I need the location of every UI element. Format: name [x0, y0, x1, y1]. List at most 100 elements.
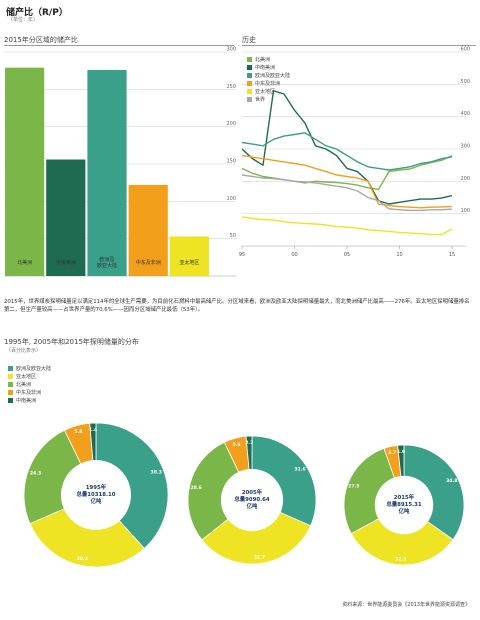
donut-slice	[23, 429, 82, 525]
legend-label: 欧洲及欧亚大陆	[255, 73, 291, 79]
series-line	[241, 132, 453, 171]
donut-slice	[201, 511, 312, 565]
series-line	[241, 174, 453, 212]
legend-swatch	[247, 57, 252, 62]
x-tick-label: 95	[239, 252, 245, 258]
bar	[5, 67, 45, 277]
x-tick-label: 中南美洲	[56, 259, 76, 266]
line-chart-legend: 北美洲 中南美洲 欧洲及欧亚大陆 中东及非洲 亚太地区 世界	[247, 56, 290, 104]
slice-label: 28.6	[190, 485, 201, 491]
donut-slice	[95, 422, 169, 549]
donut-slice	[397, 444, 405, 477]
legend-swatch	[247, 73, 252, 78]
slice-label: 31.6	[294, 466, 305, 472]
y-tick-label: 400	[460, 111, 470, 117]
legend-label: 北美洲	[255, 57, 271, 63]
pie-section-subtitle: （百分比表示）	[6, 348, 42, 354]
y-tick-label: 250	[226, 84, 236, 90]
legend-item: 北美洲	[247, 56, 290, 63]
slice-label: 34.8	[446, 478, 457, 484]
slice-label: 2.2	[245, 440, 253, 446]
legend-swatch	[247, 65, 252, 70]
slice-label: 27.5	[348, 483, 359, 489]
slice-label: 5.8	[74, 429, 82, 435]
donut-center-text: 亿吨	[91, 497, 102, 505]
slice-label: 38.3	[151, 470, 162, 476]
summary-paragraph: 2015年，世界煤炭探明储量足以满足114年的全球生产需要，为目前化石燃料中最高…	[4, 299, 470, 313]
legend-swatch	[8, 390, 13, 395]
y-tick-label: 100	[460, 208, 470, 214]
line-chart: 100 200 300 400 500 600 95 00 05 10 15	[239, 47, 470, 259]
y-tick-label: 500	[460, 79, 470, 85]
bar-chart-title-rule	[4, 45, 234, 46]
legend-label: 中东及非洲	[255, 81, 281, 87]
slice-label: 1.6	[397, 449, 405, 455]
donut-center-text: 亿吨	[399, 507, 410, 515]
legend-item: 欧洲及欧亚大陆	[8, 365, 51, 372]
legend-item: 中东及非洲	[247, 80, 290, 87]
donut-center-text: 总量10318.10	[76, 490, 115, 498]
legend-swatch	[8, 374, 13, 379]
bar-chart-title: 2015年分区域的储产比	[4, 36, 78, 44]
donut-center-text: 1995年	[86, 483, 107, 491]
legend-item: 中东及非洲	[8, 389, 51, 396]
donut-charts: 38.330.224.35.8 1.41995年总量10318.10亿吨31.63…	[23, 422, 465, 568]
legend-label: 中东及非洲	[16, 390, 42, 396]
legend-label: 亚太地区	[16, 374, 37, 380]
donut-slice	[245, 435, 253, 470]
donut-center-text: 亿吨	[247, 502, 258, 510]
y-tick-label: 300	[226, 47, 236, 53]
pie-legend: 欧洲及欧亚大陆 亚太地区 北美洲 中东及非洲 中南美洲	[8, 365, 51, 405]
legend-label: 中南美洲	[16, 398, 37, 404]
donut-hole	[61, 460, 131, 530]
legend-item: 北美洲	[8, 381, 51, 388]
legend-item: 中南美洲	[8, 397, 51, 404]
legend-item: 亚太地区	[247, 88, 290, 95]
x-tick-label: 北美洲	[17, 259, 32, 266]
legend-label: 欧洲及欧亚大陆	[16, 366, 52, 372]
y-tick-label: 150	[226, 159, 236, 165]
legend-item: 世界	[247, 96, 290, 103]
donut-center-text: 2015年	[394, 493, 415, 501]
y-tick-label: 600	[460, 47, 470, 53]
x-tick-label: 欧亚大陆	[97, 262, 117, 269]
legend-item: 亚太地区	[8, 373, 51, 380]
legend-label: 北美洲	[16, 382, 32, 388]
bar	[87, 69, 127, 276]
legend-swatch	[8, 366, 13, 371]
donut-slice	[29, 508, 145, 568]
legend-label: 亚太地区	[255, 89, 276, 95]
donut-slice	[350, 518, 454, 566]
legend-swatch	[247, 97, 252, 102]
donut-slice	[403, 444, 465, 541]
bar-chart: 50 100 150 200 250 300 北美洲 中南美洲 欧洲及欧亚大陆 中东及非洲 亚太地区	[4, 47, 236, 277]
series-line	[241, 216, 453, 236]
pie-section-title: 1995年, 2005年和2015年探明储量的分布	[4, 338, 139, 346]
slice-label: 32.7	[254, 555, 265, 561]
donut-hole	[221, 469, 283, 531]
legend-swatch	[8, 398, 13, 403]
legend-swatch	[8, 382, 13, 387]
x-tick-label: 亚太地区	[179, 259, 199, 266]
donut-hole	[375, 476, 433, 534]
slice-label: 3.7	[388, 450, 396, 456]
series-line	[241, 90, 453, 205]
line-chart-title-rule	[242, 45, 476, 46]
x-tick-label: 15	[449, 252, 455, 258]
unit-label: （单位：年）	[8, 17, 39, 23]
legend-item: 欧洲及欧亚大陆	[247, 72, 290, 79]
x-tick-label: 00	[291, 252, 297, 258]
donut-slice	[187, 441, 240, 541]
y-tick-label: 50	[230, 233, 236, 239]
donut-center-text: 总量8915.31	[386, 500, 422, 508]
legend-item: 中南美洲	[247, 64, 290, 71]
y-tick-label: 200	[226, 121, 236, 127]
donut-slice	[89, 422, 97, 462]
x-tick-label: 欧洲及	[99, 256, 114, 263]
series-line	[241, 154, 453, 209]
donut-center-text: 2005年	[242, 488, 263, 496]
slice-label: 24.3	[30, 470, 41, 476]
donut-slice	[251, 435, 317, 527]
legend-swatch	[247, 89, 252, 94]
line-chart-title: 历史	[242, 36, 256, 44]
